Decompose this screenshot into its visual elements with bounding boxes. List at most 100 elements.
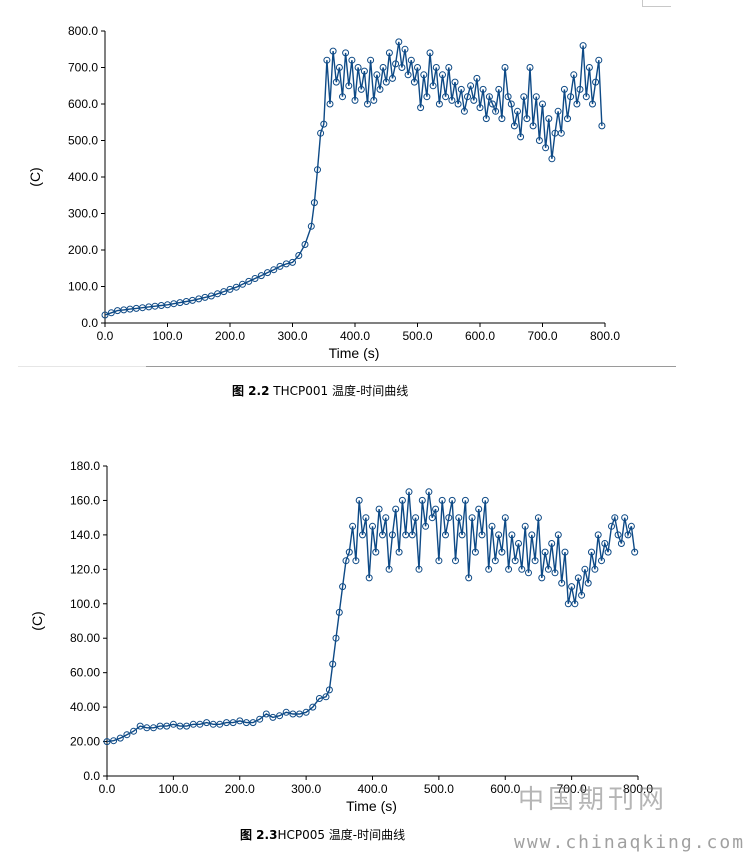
data-point xyxy=(359,531,366,539)
data-point xyxy=(229,719,237,727)
y-tick-label: 160.0 xyxy=(70,493,100,507)
data-point xyxy=(608,522,615,530)
x-tick-label: 600.0 xyxy=(465,329,495,343)
data-point xyxy=(364,100,371,108)
data-point xyxy=(276,262,284,270)
data-point xyxy=(468,514,476,522)
data-point xyxy=(110,737,118,745)
data-point xyxy=(379,531,386,539)
data-point xyxy=(554,531,562,539)
data-point xyxy=(518,565,526,573)
x-tick-label: 800.0 xyxy=(623,782,653,796)
data-point xyxy=(365,574,373,582)
data-point xyxy=(276,712,284,720)
data-point xyxy=(282,708,290,716)
data-point xyxy=(455,514,463,522)
data-point xyxy=(415,565,423,573)
data-point xyxy=(332,634,340,642)
y-axis-title: (C) xyxy=(27,167,43,186)
data-point xyxy=(405,488,413,496)
data-point xyxy=(460,107,468,115)
data-point xyxy=(322,693,330,701)
data-point xyxy=(425,488,433,496)
x-tick-label: 200.0 xyxy=(215,329,245,343)
data-point xyxy=(492,107,500,115)
data-point xyxy=(535,137,543,144)
data-point xyxy=(335,608,343,616)
data-point xyxy=(332,78,340,86)
x-tick-label: 500.0 xyxy=(402,329,432,343)
data-point xyxy=(631,548,639,556)
data-point xyxy=(362,514,370,522)
data-point xyxy=(428,514,436,522)
data-point xyxy=(348,56,356,64)
data-point xyxy=(457,85,465,93)
data-point xyxy=(116,734,124,742)
data-point xyxy=(310,199,318,207)
data-point xyxy=(445,514,453,522)
data-point xyxy=(473,74,481,82)
data-point xyxy=(475,505,483,513)
x-tick-label: 600.0 xyxy=(490,782,520,796)
data-point xyxy=(554,107,562,115)
x-tick-label: 400.0 xyxy=(340,329,370,343)
data-point xyxy=(604,548,612,556)
data-point xyxy=(514,107,521,115)
data-point xyxy=(309,703,317,711)
data-point xyxy=(498,548,506,556)
y-axis-title: (C) xyxy=(29,611,45,630)
data-point xyxy=(542,144,550,152)
data-point xyxy=(357,85,365,93)
y-tick-label: 100.0 xyxy=(70,597,100,611)
data-point xyxy=(442,93,450,101)
data-point xyxy=(448,496,456,504)
data-point xyxy=(495,85,503,93)
watermark-cn: 中国期刊网 xyxy=(518,785,669,815)
data-point xyxy=(269,713,277,721)
y-tick-label: 0.0 xyxy=(81,316,98,330)
data-point xyxy=(389,74,396,82)
data-point xyxy=(564,115,571,123)
data-point xyxy=(501,514,509,522)
data-point xyxy=(301,241,309,248)
data-point xyxy=(209,720,217,728)
data-point xyxy=(532,93,540,101)
data-point xyxy=(339,583,347,591)
data-point xyxy=(410,78,418,86)
data-point xyxy=(257,272,265,280)
data-point xyxy=(103,738,111,746)
data-point xyxy=(398,64,406,71)
data-point xyxy=(568,583,576,591)
data-point xyxy=(163,722,171,730)
data-point xyxy=(589,100,596,108)
data-point xyxy=(529,122,537,130)
data-point xyxy=(504,93,512,101)
y-tick-label: 300.0 xyxy=(68,207,98,221)
data-point xyxy=(385,565,393,573)
data-point xyxy=(508,531,516,539)
data-point xyxy=(156,722,164,730)
data-point xyxy=(207,292,215,300)
data-point xyxy=(196,720,204,728)
data-point xyxy=(541,548,549,556)
chart-thcp001: 0.0 100.0 200.0 300.0 400.0 500.0 600.0 700.0 80… xyxy=(27,24,620,361)
data-point xyxy=(498,115,506,123)
y-tick-label: 100.0 xyxy=(68,280,98,294)
data-point xyxy=(123,731,131,739)
data-point xyxy=(476,104,484,112)
data-point xyxy=(438,496,446,504)
data-point xyxy=(373,71,381,79)
data-point xyxy=(584,579,592,587)
data-point xyxy=(594,531,602,539)
data-point xyxy=(591,565,599,573)
data-point xyxy=(107,309,115,317)
data-point xyxy=(560,85,568,93)
data-point xyxy=(408,531,416,539)
y-tick-label: 20.00 xyxy=(70,735,100,749)
x-tick-label: 300.0 xyxy=(277,329,307,343)
data-point xyxy=(464,93,471,101)
data-point xyxy=(183,722,191,730)
data-point xyxy=(429,82,437,90)
data-point xyxy=(495,531,503,539)
data-point xyxy=(392,60,400,68)
